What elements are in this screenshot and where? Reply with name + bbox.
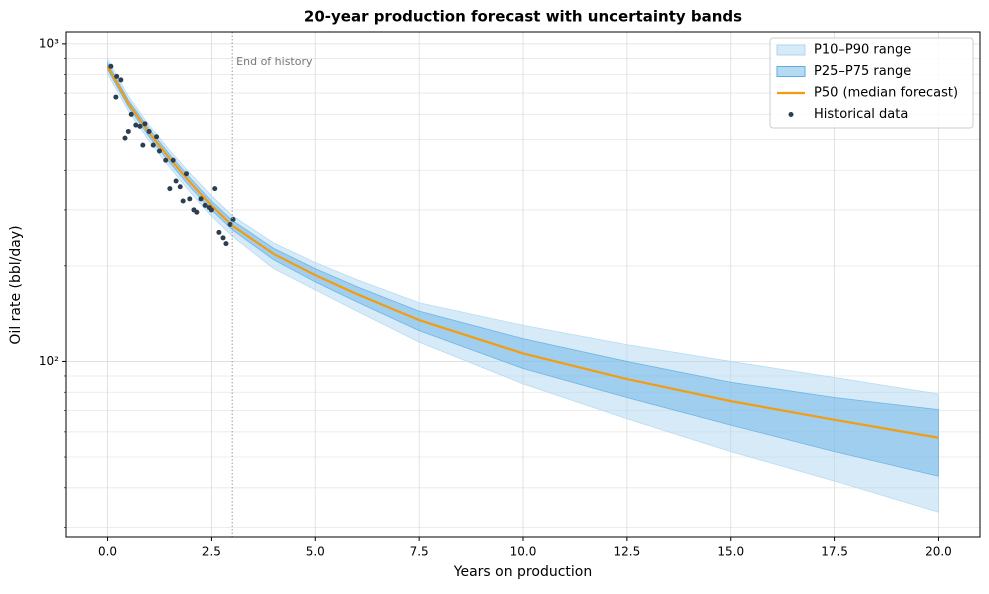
data-point [125,128,131,134]
annotation-label: End of history [236,55,313,68]
data-point [223,241,229,247]
data-point [198,196,204,202]
data-point [212,186,218,192]
legend-label: Historical data [814,107,908,122]
legend-swatch [776,44,806,56]
data-point [122,135,128,141]
data-point [227,221,233,227]
data-point [146,128,152,134]
data-point [118,77,124,83]
legend-swatch [776,66,806,77]
data-point [170,157,176,163]
data-point [173,178,179,184]
x-tick-label: 7.5 [410,545,429,559]
legend-swatch [788,112,794,117]
data-point [137,123,143,129]
data-point [113,94,119,100]
y-tick-label: 10² [39,354,59,368]
data-point [183,171,189,177]
data-point [187,196,193,202]
x-tick-label: 20.0 [925,545,952,559]
uncertainty-band [107,61,939,477]
x-tick-label: 12.5 [614,545,641,559]
data-point [150,142,156,148]
data-point [142,121,148,127]
data-point [133,122,139,128]
data-point [128,111,134,117]
x-tick-label: 5.0 [306,545,325,559]
data-point [216,229,222,235]
x-tick-label: 17.5 [821,545,848,559]
x-tick-label: 15.0 [717,545,744,559]
x-tick-label: 0.0 [98,545,117,559]
data-point [202,202,208,208]
data-point [154,134,160,140]
data-point [108,63,114,69]
legend-label: P50 (median forecast) [814,86,958,101]
data-point [177,184,183,190]
data-point [230,216,236,222]
data-point [220,235,226,241]
data-point [194,209,200,215]
data-point [140,142,146,148]
y-tick-label: 10³ [39,36,59,50]
data-point [163,157,169,163]
chart-title: 20-year production forecast with uncerta… [304,8,742,26]
data-point [180,198,186,204]
legend-label: P25–P75 range [814,64,911,79]
data-point [156,148,162,154]
x-tick-label: 2.5 [202,545,221,559]
uncertainty-band [107,57,939,513]
x-tick-label: 10.0 [510,545,537,559]
x-axis-label: Years on production [453,564,592,580]
median-line [106,65,939,439]
plot-frame [65,31,981,538]
legend-label: P10–P90 range [814,43,911,58]
data-point [208,207,214,213]
y-axis-label: Oil rate (bbl/day) [8,225,24,344]
legend-box [769,37,974,129]
data-point [167,186,173,192]
data-point [114,73,120,79]
